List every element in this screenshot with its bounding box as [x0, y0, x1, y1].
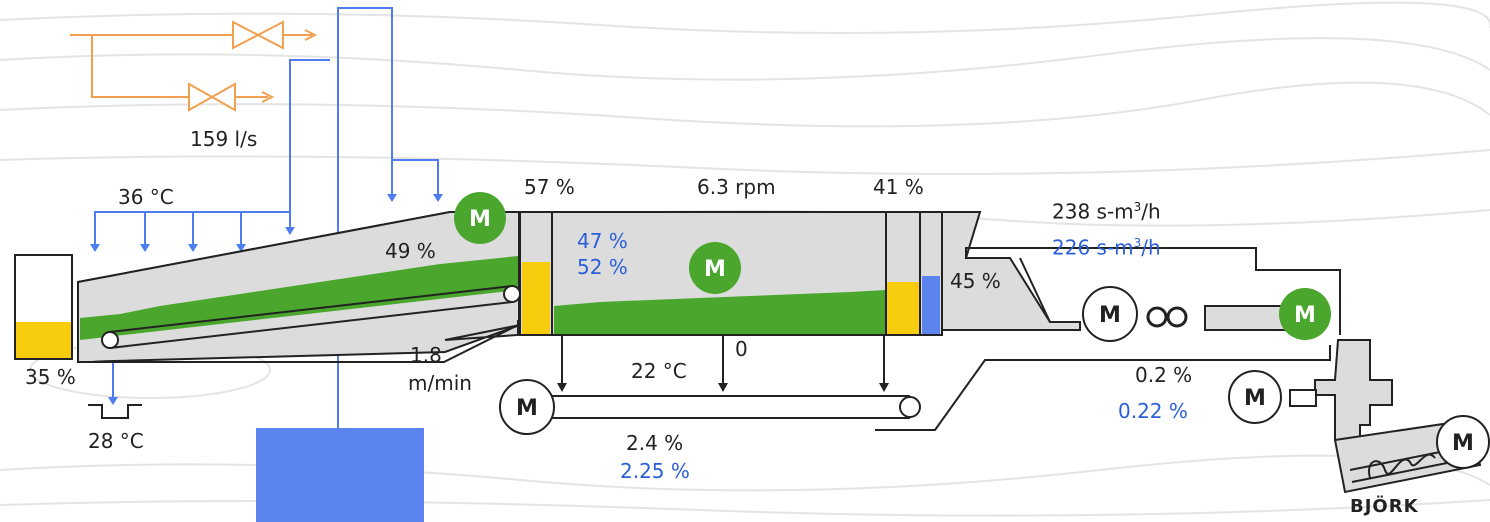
airflow-setpoint-label: 226 s-m3/h [1052, 235, 1161, 260]
svg-text:M: M [1452, 431, 1474, 456]
motor-incline[interactable]: M [454, 192, 506, 244]
chute-setpoint-label: 0.22 % [1118, 399, 1188, 423]
drain-temp-label: 28 °C [88, 429, 144, 453]
small-coupler [1289, 389, 1317, 407]
orange-pipes [70, 20, 318, 112]
outlet-percent-label: 45 % [950, 269, 1001, 293]
speed-unit-label: m/min [408, 371, 472, 395]
svg-text:M: M [1244, 386, 1266, 411]
drum-outlet-level [887, 282, 920, 334]
blue-arrowheads [90, 194, 443, 405]
incline-pulley-left [101, 331, 119, 349]
drum-material [554, 290, 886, 334]
discharge-chute [1314, 339, 1393, 441]
drum-outlet-percent-label: 41 % [873, 175, 924, 199]
zero-label: 0 [735, 337, 748, 361]
hopper-level-label: 35 % [25, 365, 76, 389]
chute-percent-label: 0.2 % [1135, 363, 1193, 387]
motor-fan[interactable]: M [1279, 288, 1331, 340]
svg-text:M: M [1099, 303, 1121, 328]
motor-screw[interactable]: M [1436, 415, 1490, 469]
hopper-level [16, 322, 71, 358]
incline-belt [109, 285, 513, 349]
drum-blue-section [922, 276, 940, 334]
conveyor-setpoint-label: 2.25 % [620, 459, 690, 483]
bottom-temp-label: 22 °C [631, 359, 687, 383]
inlet-temp-label: 36 °C [118, 185, 174, 209]
svg-text:M: M [469, 207, 491, 232]
airflow-label: 238 s-m3/h [1052, 199, 1161, 224]
bottom-conveyor [548, 395, 921, 419]
incline-percent-label: 49 % [385, 239, 436, 263]
flow-label: 159 l/s [190, 127, 258, 151]
motor-drum[interactable]: M [689, 242, 741, 294]
svg-text:M: M [1294, 303, 1316, 328]
valve-upper [232, 20, 261, 50]
drum-inlet-level [522, 262, 550, 334]
conveyor-percent-label: 2.4 % [626, 431, 684, 455]
incline-material [80, 256, 518, 340]
valve-lower [188, 82, 215, 112]
screw-icon [1349, 449, 1453, 483]
svg-text:M: M [516, 396, 538, 421]
blue-pipes [88, 7, 439, 428]
drum-rpm-label: 6.3 rpm [697, 175, 776, 199]
coupling-icon [1146, 306, 1168, 328]
water-tank [256, 428, 424, 522]
speed-value-label: 1.8 [410, 343, 442, 367]
drop-arrows [561, 335, 885, 385]
drum-inlet-percent-label: 57 % [524, 175, 575, 199]
svg-text:M: M [704, 257, 726, 282]
motor-bottom-conveyor[interactable]: M [499, 379, 555, 435]
air-duct [965, 247, 1341, 335]
drum-setpoint-a: 47 % [577, 229, 628, 253]
incline-pulley-right [503, 285, 521, 303]
shaft-box [1204, 305, 1286, 331]
motor-coupling[interactable]: M [1082, 286, 1138, 342]
motor-chute[interactable]: M [1228, 370, 1282, 424]
brand-label: BJÖRK [1350, 496, 1419, 517]
drum-setpoint-b: 52 % [577, 255, 628, 279]
